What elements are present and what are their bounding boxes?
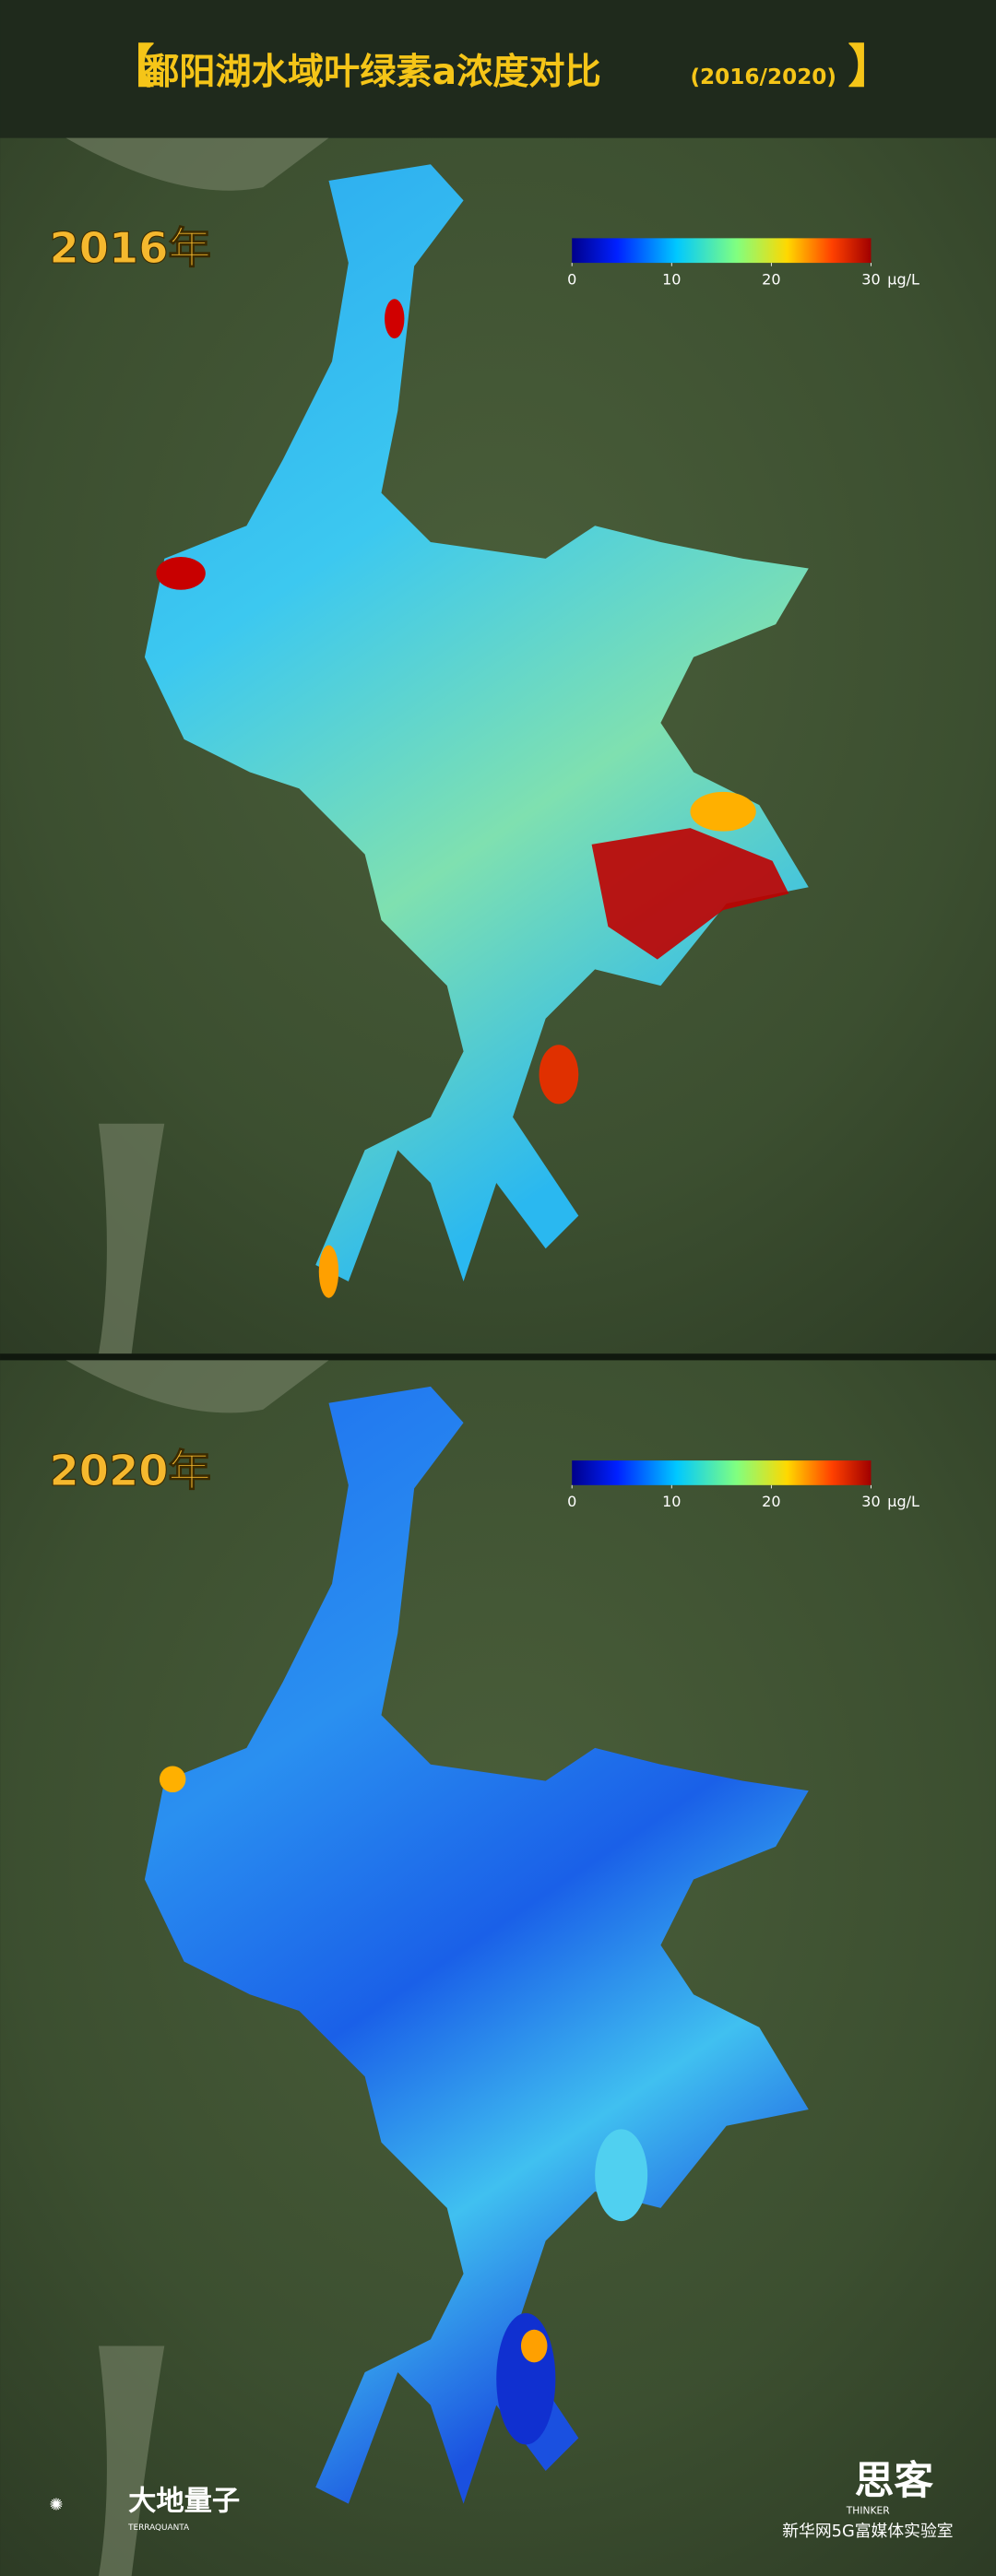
credit-right-note: 新华网5G富媒体实验室 — [782, 2522, 953, 2541]
lake-inlet — [595, 2129, 648, 2222]
colorbar-tick-label: 0 — [567, 1493, 576, 1510]
year-label: 2016年 — [50, 223, 211, 273]
colorbar-tick-label: 30 — [861, 1493, 880, 1510]
year-label: 2020年 — [50, 1446, 211, 1495]
colorbar-unit: μg/L — [887, 1493, 919, 1510]
hotspot — [385, 299, 405, 339]
colorbar — [572, 1460, 872, 1485]
credit-left-sub: TERRAQUANTA — [127, 2523, 190, 2533]
hotspot — [520, 2329, 548, 2363]
colorbar-tick-label: 0 — [567, 270, 576, 288]
colorbar-tick-label: 10 — [662, 1493, 681, 1510]
title: 鄱阳湖水域叶绿素a浓度对比 — [142, 52, 601, 93]
map-panel: 2016年 0 10 20 30 μg/L — [0, 137, 996, 1354]
divider — [0, 1353, 996, 1361]
hotspot — [690, 791, 756, 832]
hotspot — [159, 1766, 186, 1793]
hotspot — [591, 828, 789, 960]
bracket: 【 — [109, 40, 155, 93]
colorbar — [572, 238, 872, 264]
credit-left: 大地量子 — [128, 2486, 240, 2518]
colorbar-tick-label: 30 — [861, 270, 880, 288]
map-panel: 2020年 0 10 20 30 μg/L — [0, 1360, 996, 2576]
colorbar-tick-label: 10 — [662, 270, 681, 288]
header-band — [0, 0, 996, 138]
colorbar-tick-label: 20 — [762, 270, 780, 288]
logo-mark: ✺ — [50, 2496, 64, 2515]
credit-right: 思客 — [855, 2458, 934, 2504]
title-years: (2016/2020) — [690, 65, 836, 89]
hotspot — [539, 1045, 579, 1105]
credit-right-sub: THINKER — [846, 2504, 890, 2516]
lake-deep — [496, 2312, 556, 2445]
hotspot — [318, 1245, 339, 1298]
hotspot — [156, 557, 206, 590]
colorbar-tick-label: 20 — [762, 1493, 780, 1510]
colorbar-unit: μg/L — [887, 270, 919, 288]
bracket: 】 — [848, 40, 895, 93]
